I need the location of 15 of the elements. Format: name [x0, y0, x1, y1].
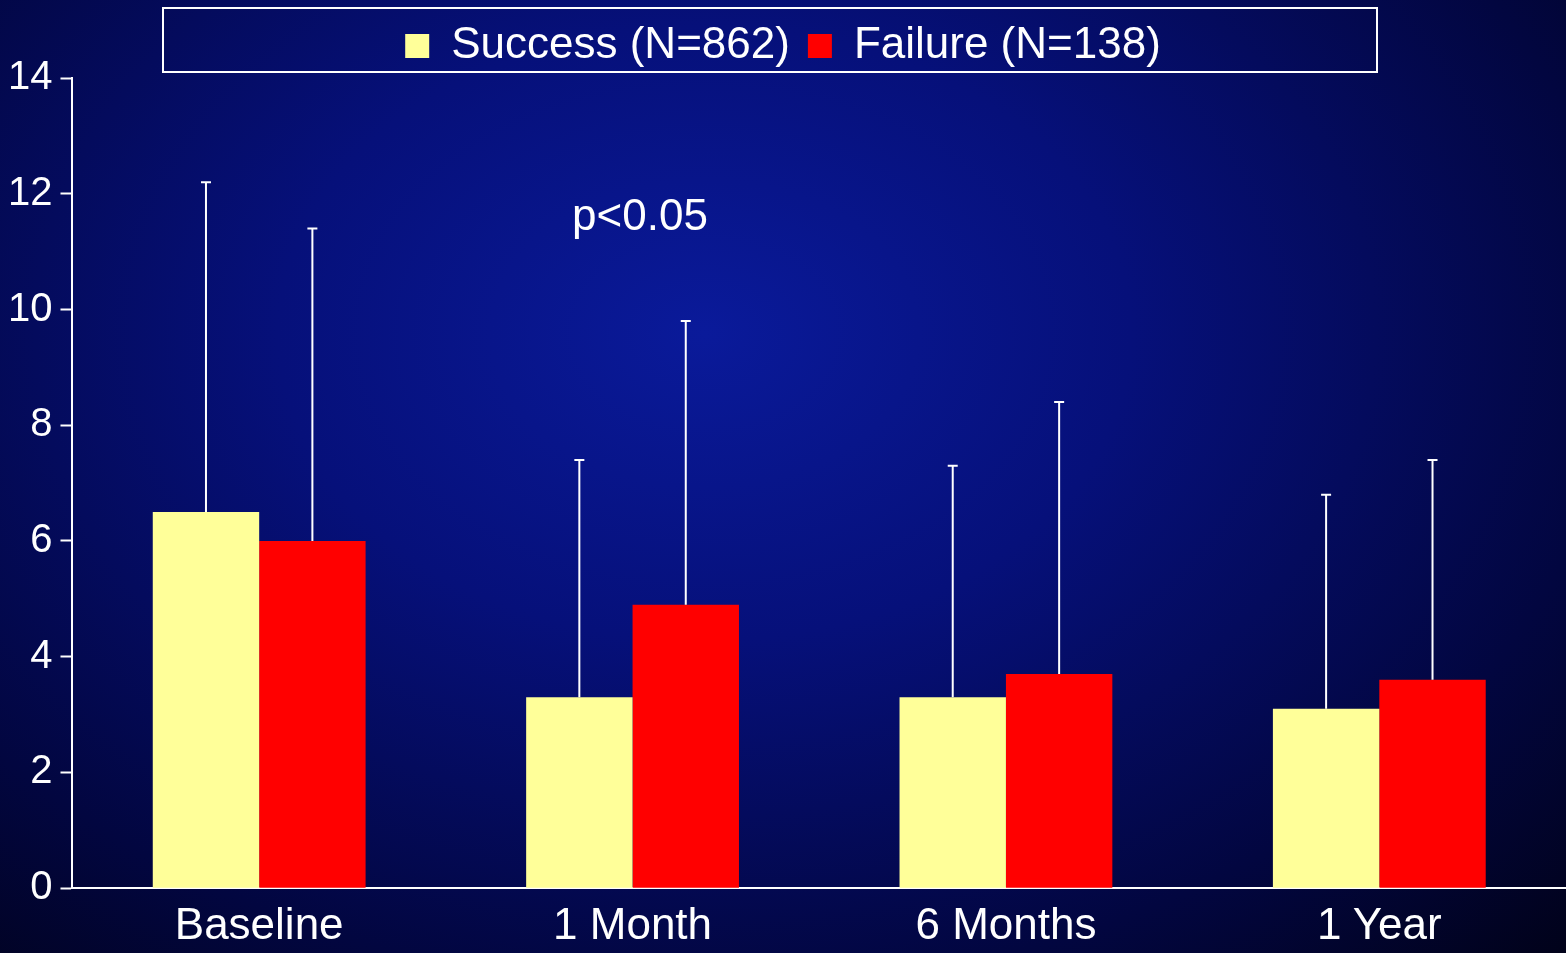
- y-tick-label: 4: [30, 631, 53, 676]
- y-tick-label: 14: [7, 53, 53, 98]
- y-tick-label: 10: [7, 284, 53, 329]
- legend-label: Failure (N=138): [853, 18, 1161, 68]
- y-tick-label: 6: [30, 516, 53, 560]
- x-tick-label: 1 Month: [553, 898, 713, 948]
- x-tick-label: 6 Months: [915, 898, 1097, 948]
- x-tick-label: 1 Year: [1316, 898, 1442, 948]
- legend-label: Success (N=862): [451, 18, 790, 68]
- y-tick-label: 0: [30, 863, 53, 908]
- y-tick-label: 8: [30, 400, 53, 445]
- y-tick-label: 12: [7, 168, 53, 213]
- y-tick-label: 2: [30, 747, 53, 792]
- x-tick-label: Baseline: [174, 898, 344, 948]
- annotation: p<0.05: [572, 190, 708, 240]
